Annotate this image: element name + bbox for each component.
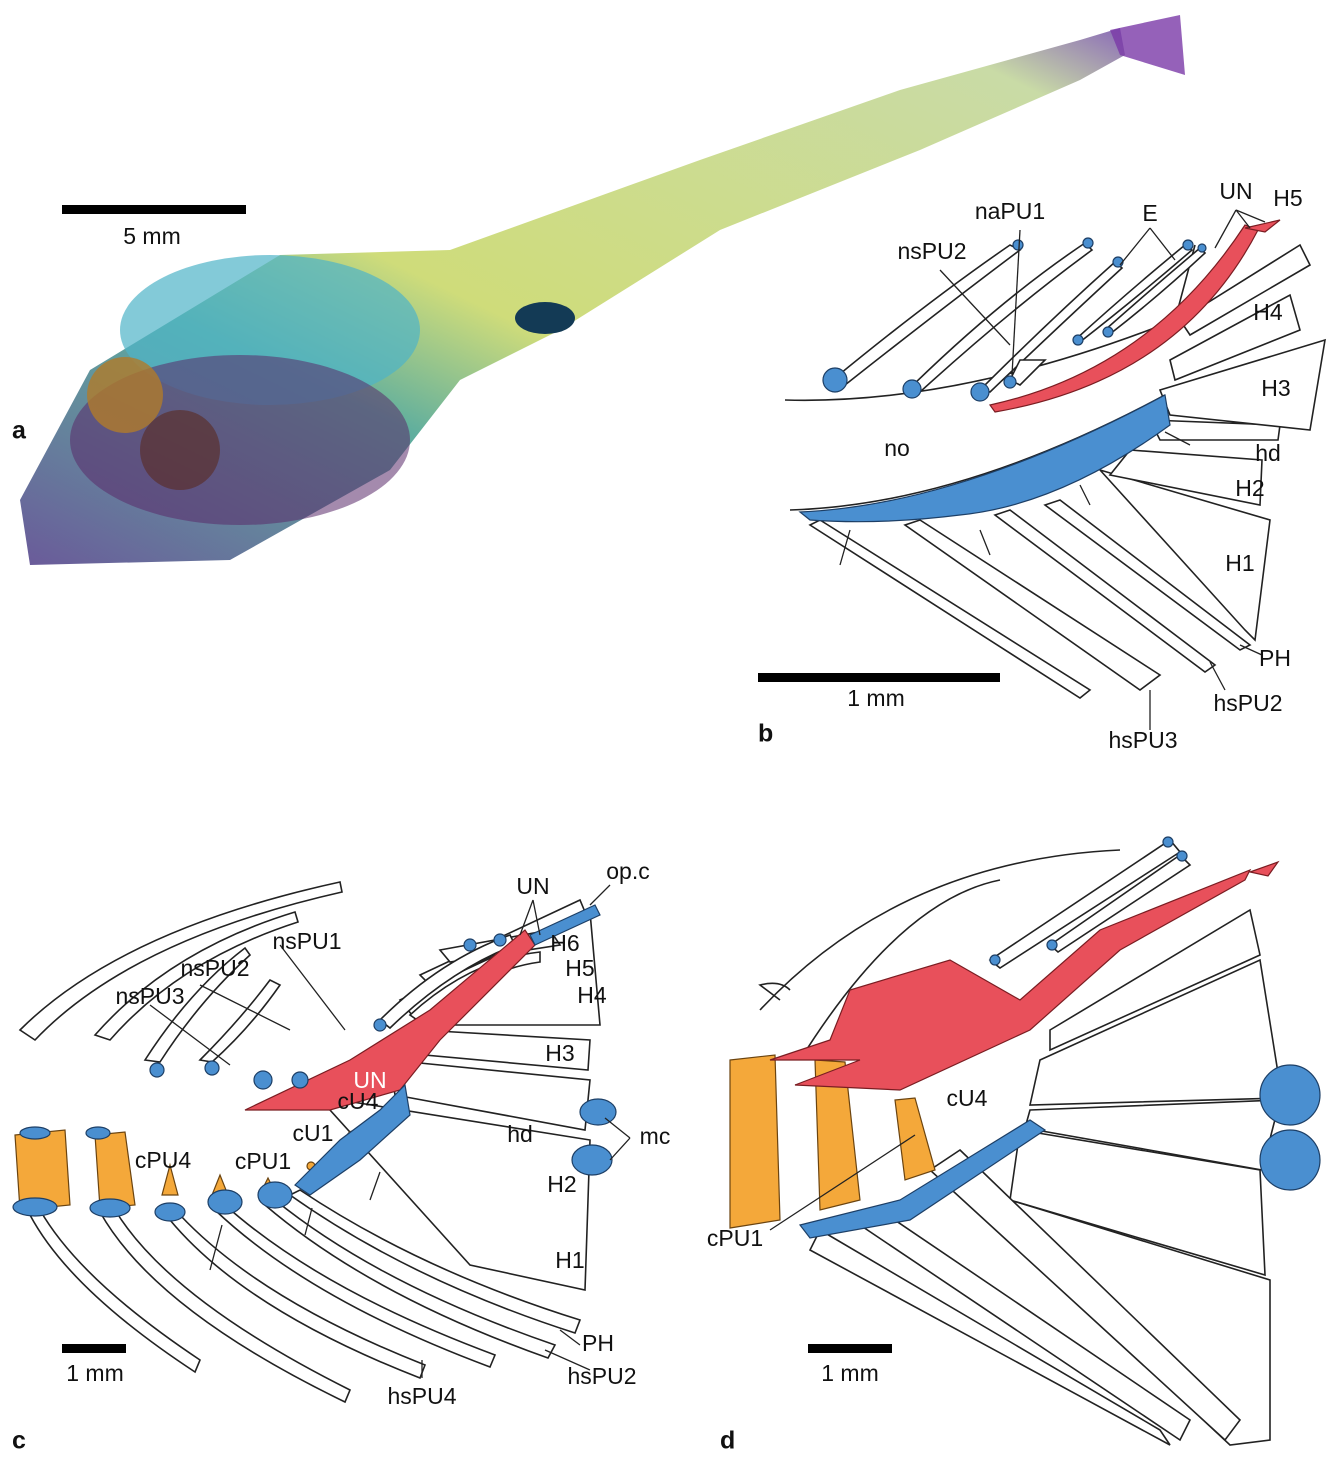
fish-eye-2 <box>140 410 220 490</box>
fish-spot <box>515 302 575 334</box>
panel-d: 1 mm d cU4 cPU1 <box>707 837 1320 1455</box>
annotation: cU4 <box>947 1085 988 1111</box>
annotation: hsPU2 <box>567 1363 636 1389</box>
annotation: H6 <box>550 930 579 956</box>
annotation: mc <box>640 1123 671 1149</box>
annotation: H4 <box>1253 299 1283 325</box>
scale-label: 1 mm <box>847 685 905 711</box>
scale-label: 1 mm <box>66 1360 124 1386</box>
annotation: cPU1 <box>707 1225 763 1251</box>
annotation: UN <box>1219 178 1252 204</box>
neural-spines <box>835 243 1205 392</box>
annotation: nsPU3 <box>115 983 184 1009</box>
scale-bar <box>62 205 246 214</box>
annotation: hsPU2 <box>1213 690 1282 716</box>
annotation: cU4 <box>338 1088 379 1114</box>
scale-bar <box>808 1344 892 1353</box>
panel-label: b <box>758 720 773 748</box>
fish-tail <box>1110 15 1185 75</box>
annotation: H5 <box>565 955 594 981</box>
fish-eye <box>87 357 163 433</box>
panel-label: c <box>12 1427 26 1455</box>
annotation: H5 <box>1273 185 1302 211</box>
annotation: H2 <box>547 1171 576 1197</box>
annotation: H2 <box>1235 475 1264 501</box>
annotation: E <box>1142 200 1157 226</box>
panel-label: d <box>720 1427 735 1455</box>
scale-label: 1 mm <box>821 1360 879 1386</box>
scale-bar <box>758 673 1000 682</box>
annotation: hsPU4 <box>387 1383 456 1409</box>
annotation: H4 <box>577 982 607 1008</box>
annotation: H1 <box>1225 550 1254 576</box>
annotation: cPU1 <box>235 1148 291 1174</box>
annotation: H1 <box>555 1247 584 1273</box>
scale-label: 5 mm <box>123 223 181 249</box>
annotation: cU1 <box>293 1120 334 1146</box>
annotation: PH <box>582 1330 614 1356</box>
annotation: hd <box>1255 440 1281 466</box>
annotation: nsPU1 <box>272 928 341 954</box>
annotation: cPU4 <box>135 1147 191 1173</box>
annotation: hd <box>507 1121 533 1147</box>
cartilage <box>800 395 1170 522</box>
annotation: naPU1 <box>975 198 1045 224</box>
annotation: hsPU3 <box>1108 727 1177 753</box>
panel-b: 1 mm b naPU1 E UN H5 nsPU2 H4 H3 no hd H… <box>758 178 1325 753</box>
annotation: H3 <box>1261 375 1290 401</box>
uroneural <box>1250 862 1278 876</box>
scale-bar <box>62 1344 126 1353</box>
annotation: UN <box>516 873 549 899</box>
panel-label: a <box>12 417 27 445</box>
annotation: PH <box>1259 645 1291 671</box>
annotation: no <box>884 435 910 461</box>
annotation: nsPU2 <box>897 238 966 264</box>
annotation: H3 <box>545 1040 574 1066</box>
annotation: op.c <box>606 858 649 884</box>
panel-c: 1 mm c UN op.c nsPU1 H6 nsPU2 H5 nsPU3 H… <box>12 858 670 1455</box>
annotation: nsPU2 <box>180 955 249 981</box>
figure: 5 mm a 1 mm b naPU1 E UN H5 nsPU2 H4 H3 <box>0 0 1326 1459</box>
